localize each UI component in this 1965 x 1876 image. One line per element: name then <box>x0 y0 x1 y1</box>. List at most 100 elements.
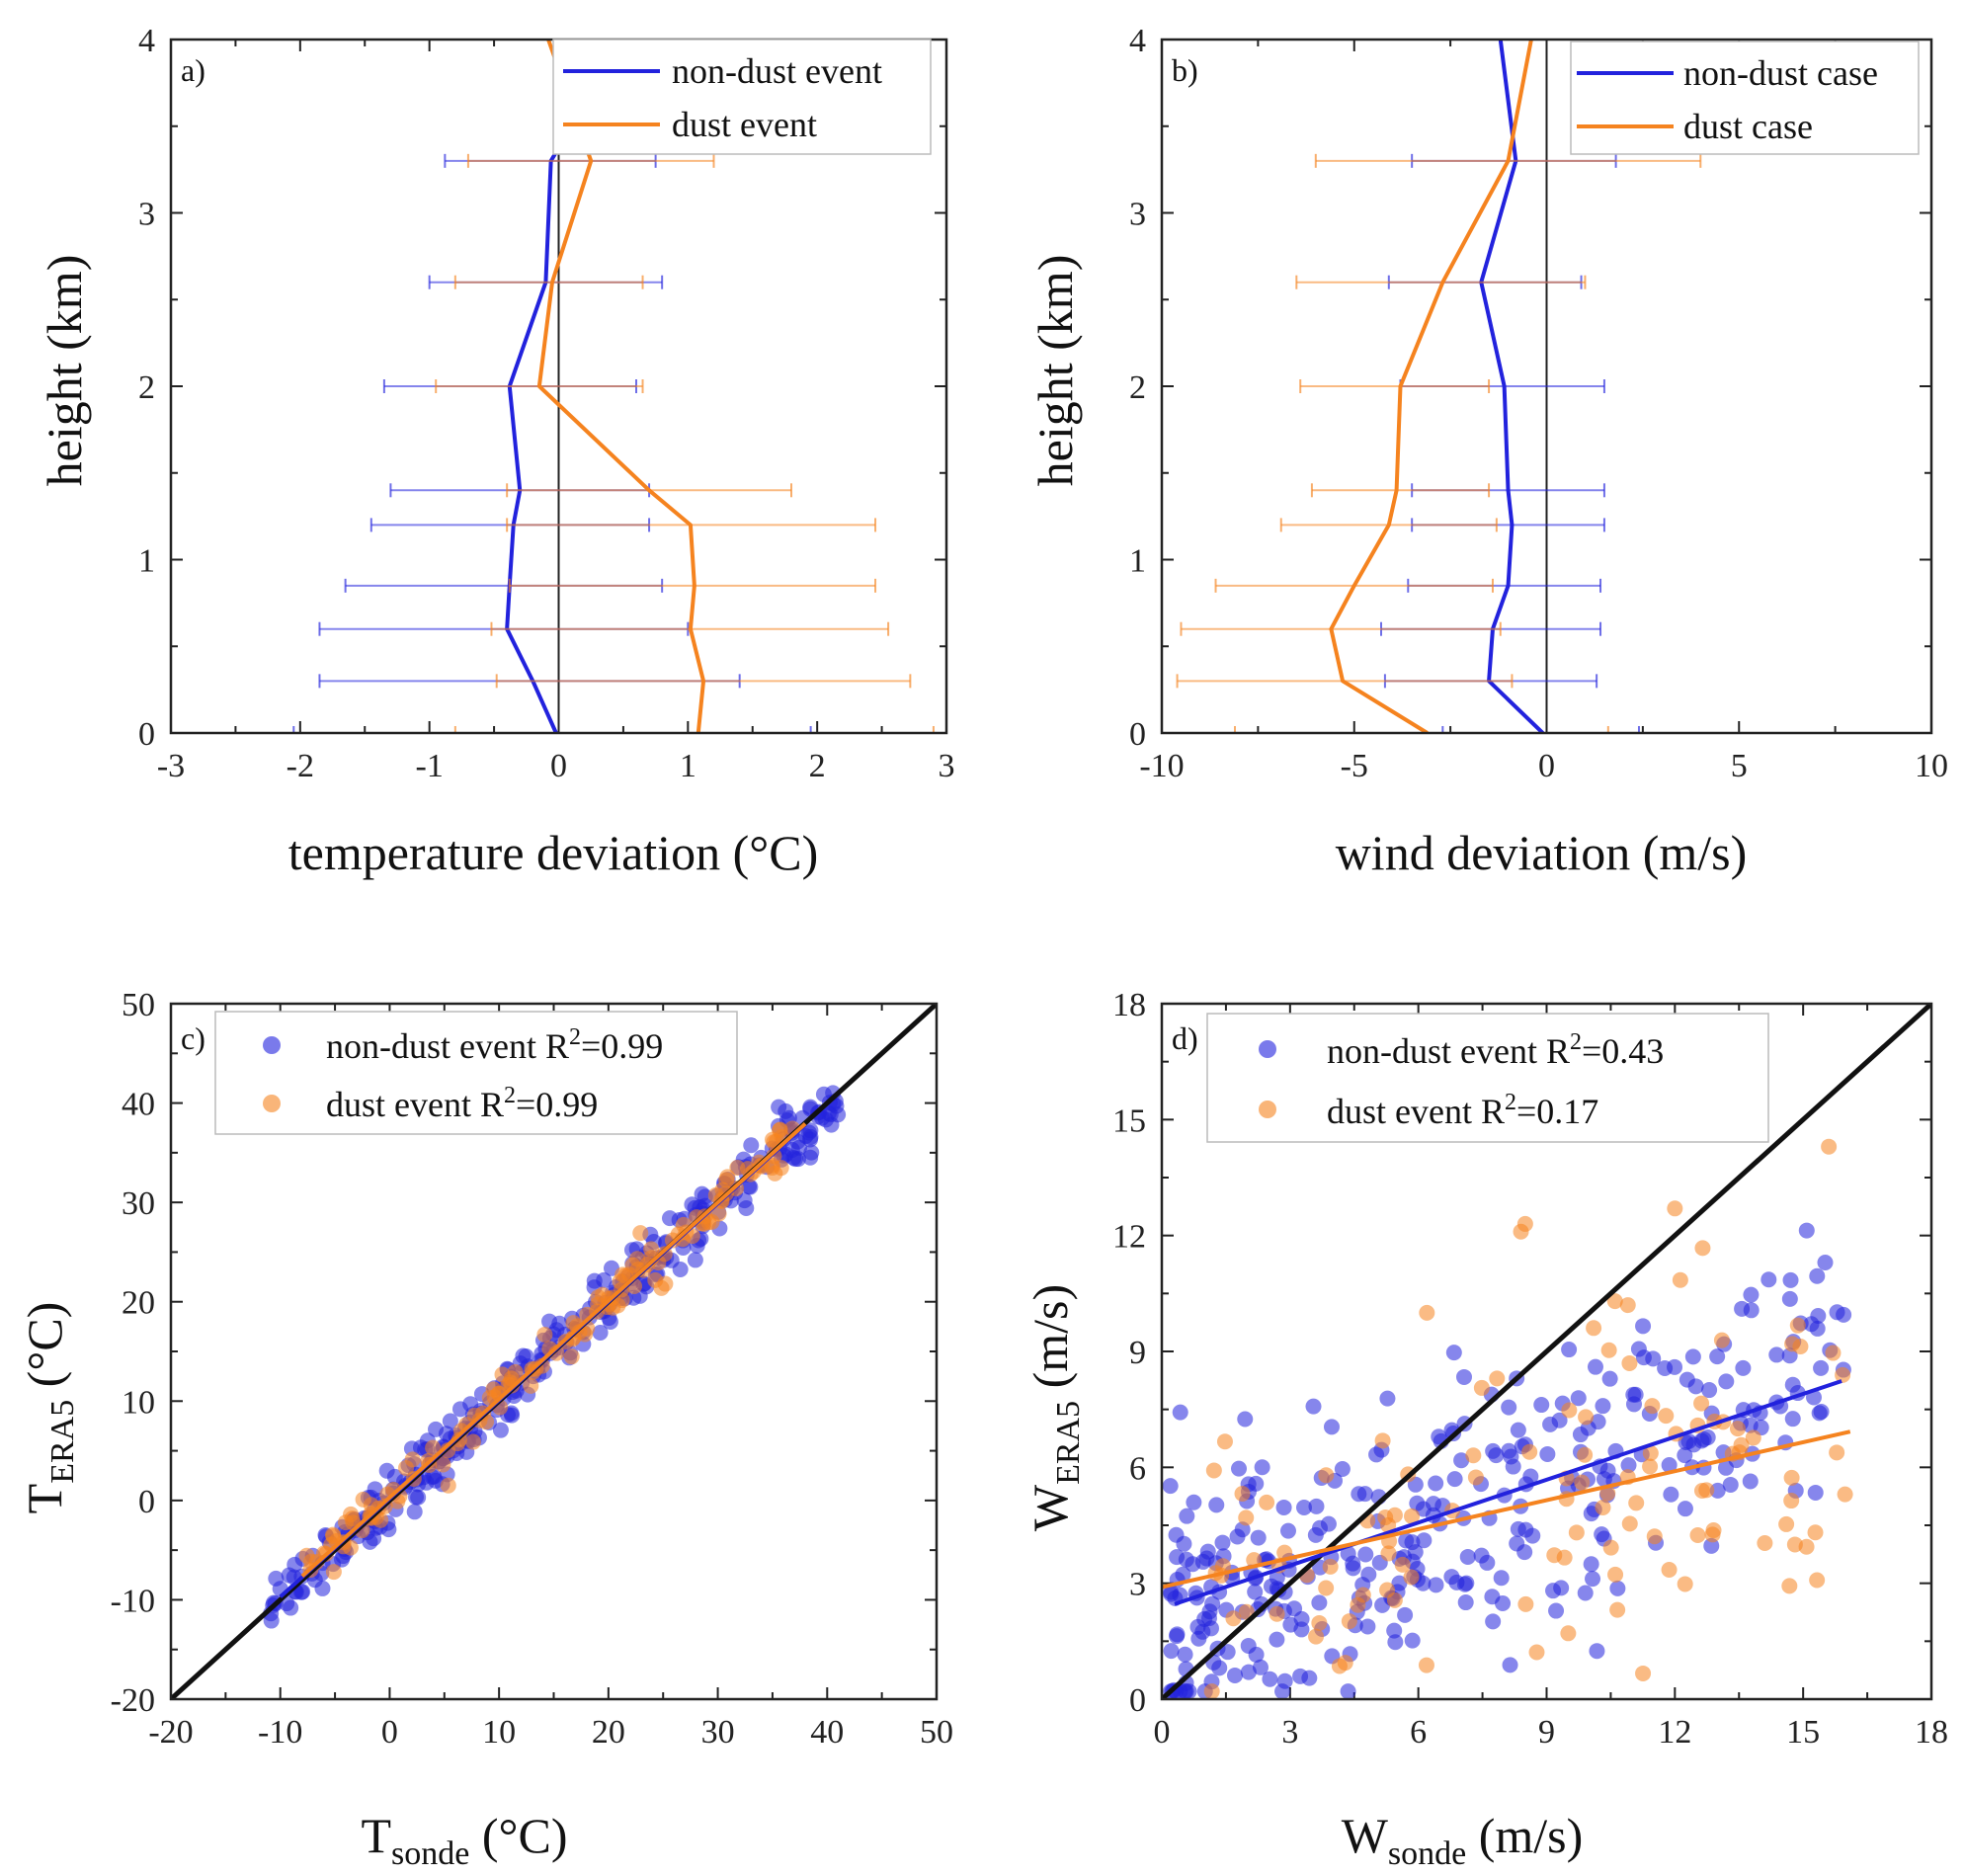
panel-c-scatter-point <box>263 1612 280 1629</box>
panel-d-scatter-point <box>1495 1595 1512 1612</box>
panel-c-scatter-point <box>590 1289 607 1306</box>
panel-d-scatter-point <box>1667 1200 1683 1217</box>
panel-d-scatter-point <box>1510 1520 1526 1537</box>
panel-c-xtick-label: 50 <box>920 1714 953 1751</box>
panel-d-xtick-label: 18 <box>1915 1714 1948 1751</box>
panel-c-scatter-point <box>661 1210 678 1227</box>
panel-d-scatter-point <box>1397 1606 1414 1623</box>
panel-d-xlabel: Wsonde (m/s) <box>1342 1808 1584 1872</box>
panel-c-scatter-point <box>632 1225 649 1242</box>
panel-a-xtick-label: 1 <box>680 748 696 784</box>
panel-d-scatter-point <box>1627 1386 1644 1403</box>
panel-d-xtick-label: 15 <box>1786 1714 1820 1751</box>
panel-d-scatter-point <box>1292 1668 1309 1684</box>
panel-d-scatter-point <box>1254 1459 1270 1476</box>
panel-d-xtick-label: 9 <box>1538 1714 1555 1751</box>
panel-d-scatter-point <box>1208 1497 1225 1513</box>
panel-d-scatter-point <box>1394 1556 1411 1573</box>
panel-d-scatter-point <box>1574 1474 1591 1491</box>
panel-d-scatter-point <box>1572 1427 1589 1443</box>
panel-d-scatter-point <box>1606 1293 1623 1310</box>
panel-c-xtick-label: 10 <box>482 1714 516 1751</box>
panel-d-scatter-point <box>1415 1575 1432 1591</box>
panel-d-scatter-point <box>1279 1522 1296 1539</box>
panel-d-scatter-point <box>1337 1655 1353 1672</box>
panel-d-scatter-point <box>1621 1515 1638 1532</box>
panel-d-scatter-point <box>1186 1494 1202 1510</box>
panel-d-xtick-label: 6 <box>1410 1714 1427 1751</box>
panel-d-legend-swatch-non-dust <box>1259 1040 1276 1058</box>
panel-d-scatter-point <box>1642 1445 1659 1462</box>
panel-b-ytick-label: 0 <box>1129 716 1146 753</box>
panel-d-scatter-point <box>1418 1657 1434 1673</box>
panel-d-scatter-point <box>1403 1569 1420 1586</box>
panel-d-scatter-point <box>1663 1486 1679 1503</box>
panel-d-scatter-point <box>1709 1482 1726 1499</box>
panel-d-scatter-point <box>1553 1580 1570 1596</box>
panel-d-scatter-point <box>1341 1613 1357 1630</box>
panel-d-legend-r2-dust: =0.17 <box>1516 1092 1598 1131</box>
panel-d-scatter-point <box>1570 1390 1587 1407</box>
panel-d-scatter-point <box>1453 1452 1470 1469</box>
panel-d-scatter-point <box>1275 1499 1292 1515</box>
panel-c-xtick-label: -20 <box>148 1714 193 1751</box>
panel-d-scatter-point <box>1568 1524 1585 1541</box>
panel-d-scatter-point <box>1722 1476 1739 1493</box>
panel-a-ytick-label: 0 <box>138 716 155 753</box>
panel-d-scatter-point <box>1340 1545 1356 1562</box>
panel-d-scatter-point <box>1234 1485 1251 1502</box>
panel-c-scatter-point <box>602 1313 618 1330</box>
panel-d-scatter-point <box>1587 1358 1603 1375</box>
panel-d-scatter-point <box>1718 1373 1735 1390</box>
panel-c-legend-label-dust: dust event R2=0.99 <box>326 1083 598 1124</box>
panel-c-plot-layer: -20 -10 0 10 20 30 40 50 -20 -10 0 10 20 30 40 50 <box>111 987 953 1751</box>
panel-c-scatter-point <box>815 1086 832 1102</box>
panel-d-scatter-point <box>1334 1461 1351 1478</box>
panel-d-scatter-point <box>1379 1582 1396 1598</box>
panel-c-scatter-point <box>485 1381 502 1398</box>
panel-d-scatter-point <box>1677 1447 1693 1464</box>
panel-d-scatter-point <box>1644 1398 1661 1415</box>
panel-a-temperature-profile: a) temperature deviation (°C) height (km… <box>37 23 955 880</box>
panel-d-scatter-point <box>1619 1297 1636 1314</box>
panel-d-scatter-point <box>1729 1421 1746 1437</box>
panel-d-legend-box <box>1206 1013 1769 1143</box>
panel-d-xlabel-sub: sonde <box>1388 1835 1466 1872</box>
panel-d-scatter-point <box>1743 1286 1760 1303</box>
panel-d-scatter-point <box>1781 1290 1798 1307</box>
panel-d-scatter-point <box>1621 1354 1638 1371</box>
panel-d-scatter-point <box>1768 1346 1785 1363</box>
panel-d-scatter-point <box>1350 1596 1366 1613</box>
panel-d-frame <box>1160 1002 1933 1701</box>
panel-d-scatter-point <box>1318 1467 1335 1484</box>
panel-d-scatter-point <box>1694 1240 1711 1257</box>
panel-a-xtick-label: -3 <box>157 748 185 784</box>
panel-c-scatter-point <box>803 1144 820 1161</box>
panel-d-scatter-point <box>1374 1432 1391 1449</box>
panel-d-scatter-point <box>1810 1307 1827 1324</box>
panel-c-frame <box>169 1002 939 1701</box>
panel-d-scatter-point <box>1391 1575 1408 1591</box>
panel-d-scatter-point <box>1528 1644 1545 1661</box>
panel-c-scatter-point <box>718 1172 735 1188</box>
panel-d-scatter-point <box>1784 1336 1801 1352</box>
panel-b-frame <box>1160 38 1933 735</box>
panel-d-scatter-point <box>1214 1534 1231 1551</box>
panel-a-plot-area <box>292 40 935 733</box>
panel-d-scatter-point <box>1735 1359 1752 1376</box>
panel-d-scatter-point <box>1404 1508 1421 1524</box>
panel-d-scatter-point <box>1229 1528 1246 1545</box>
panel-d-scatter-point <box>1479 1554 1496 1571</box>
panel-d-scatter-point <box>1493 1570 1510 1587</box>
panel-d-scatter-point <box>1488 1447 1505 1464</box>
panel-d-scatter-point <box>1379 1390 1396 1407</box>
panel-d-scatter-point <box>1742 1473 1759 1490</box>
panel-b-xtick-label: 5 <box>1731 748 1748 784</box>
panel-c-scatter-point <box>425 1439 442 1456</box>
panel-c-scatter-point <box>378 1462 395 1479</box>
panel-d-scatter-point <box>1311 1594 1328 1611</box>
panel-d-scatter-point <box>1672 1271 1688 1288</box>
panel-d-scatter-point <box>1205 1462 1222 1479</box>
panel-c-ytick-label: 20 <box>122 1285 155 1322</box>
